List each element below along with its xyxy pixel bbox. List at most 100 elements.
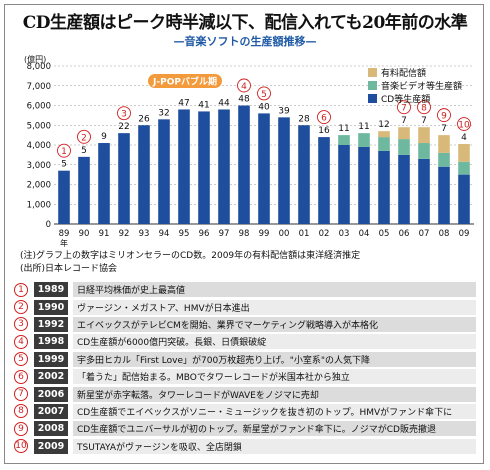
x-tick-label: 09 xyxy=(459,229,470,239)
bar-segment xyxy=(198,111,210,224)
event-row: 9 2008 CD生産額でユニバーサルが初のトップ。新星堂がファンド傘下に。ノジマが… xyxy=(14,421,476,437)
y-axis-label: (億円) xyxy=(24,54,46,64)
event-description: 宇多田ヒカル「First Love」が700万枚超売り上げ。"小室系"の人気下降 xyxy=(73,351,476,367)
event-description: CD生産額でユニバーサルが初のトップ。新星堂がファンド傘下に。ノジマがCD販売撤… xyxy=(73,421,476,437)
legend-label: 有料配信額 xyxy=(381,67,426,79)
bar-segment xyxy=(278,117,290,224)
event-number-circle: 8 xyxy=(14,404,28,419)
bar-segment xyxy=(218,109,230,224)
x-tick-label: 03 xyxy=(339,229,350,239)
million-seller-count-label: 22 xyxy=(118,122,129,132)
event-marker-circle xyxy=(57,143,71,158)
note-line: (注)グラフ上の数字はミリオンセラーのCD数。2009年の有料配信額は東洋経済推… xyxy=(20,251,361,261)
event-number-circle: 10 xyxy=(14,439,28,454)
x-tick-label: 00 xyxy=(279,229,290,239)
million-seller-count-label: 32 xyxy=(158,108,169,118)
event-marker-label: 9 xyxy=(441,112,447,122)
million-seller-count-label: 26 xyxy=(138,114,150,124)
million-seller-count-label: 5 xyxy=(61,160,67,170)
bar-segment xyxy=(418,127,430,144)
bar-segment xyxy=(298,125,310,224)
event-marker-circle xyxy=(257,86,271,101)
x-tick-label: 99 xyxy=(259,229,270,239)
x-tick-label: 91 xyxy=(99,229,110,239)
million-seller-count-label: 16 xyxy=(318,126,330,136)
event-number-circle: 5 xyxy=(14,352,28,367)
event-marker-circle xyxy=(317,110,331,125)
x-tick-label: 97 xyxy=(219,229,230,239)
event-marker-label: 1 xyxy=(61,147,67,157)
event-row: 3 1992 エイベックスがテレビCMを開始、業界でマーケティング戦略導入が本格化 xyxy=(14,316,476,332)
x-tick-label: 07 xyxy=(419,229,430,239)
bubble-period-label: J-POPバブル期 xyxy=(152,76,217,88)
x-tick-label: 06 xyxy=(399,229,410,239)
event-marker-label: 3 xyxy=(121,110,127,120)
event-description: 日経平均株価が史上最高値 xyxy=(73,282,476,298)
event-row: 4 1998 CD生産額が6000億円突破。長銀、日債銀破綻 xyxy=(14,334,476,350)
bar-segment xyxy=(398,154,410,224)
bubble-period-badge xyxy=(148,74,222,88)
source-line: (出所)日本レコード協会 xyxy=(20,264,118,274)
million-seller-count-label: 11 xyxy=(358,122,369,132)
x-tick-label: 93 xyxy=(139,229,150,239)
x-tick-label: 05 xyxy=(379,229,390,239)
bar-segment xyxy=(458,161,470,175)
event-year: 1999 xyxy=(34,351,68,367)
y-tick-label: 8,000 xyxy=(27,62,51,72)
bar-segment xyxy=(378,150,390,224)
x-tick-label: 08 xyxy=(439,229,450,239)
bar-chart: (億円) 0 1,000 2,000 3,000 4,000 5,000 6,000 7,000… xyxy=(24,54,474,248)
event-year: 2009 xyxy=(34,438,68,454)
event-marker-circle xyxy=(77,129,91,144)
million-seller-count-label: 5 xyxy=(81,146,87,156)
million-seller-count-label: 7 xyxy=(401,116,407,126)
million-seller-count-label: 7 xyxy=(441,124,447,134)
bar-segment xyxy=(58,170,70,224)
million-seller-count-label: 39 xyxy=(278,106,290,116)
event-number-circle: 9 xyxy=(14,421,28,436)
chart-subtitle: —音楽ソフトの生産額推移— xyxy=(173,35,317,48)
event-marker-circle xyxy=(237,78,251,93)
event-marker-circle xyxy=(417,100,431,115)
event-description: CD生産額でエイベックスがソニー・ミュージックを抜き初のトップ。HMVがファンド… xyxy=(73,403,476,419)
event-year: 2008 xyxy=(34,421,68,437)
event-marker-circle xyxy=(437,108,451,123)
bar-segment xyxy=(438,152,450,167)
bar-segment xyxy=(138,125,150,224)
y-tick-label: 2,000 xyxy=(27,181,51,191)
event-row: 1 1989 日経平均株価が史上最高値 xyxy=(14,282,476,298)
legend-swatch xyxy=(368,68,377,77)
event-description: CD生産額が6000億円突破。長銀、日債銀破綻 xyxy=(73,334,476,350)
x-tick-label: 95 xyxy=(179,229,190,239)
y-tick-label: 3,000 xyxy=(27,161,51,171)
bar-segment xyxy=(258,113,270,224)
event-number-circle: 1 xyxy=(14,282,28,297)
million-seller-count-label: 28 xyxy=(298,114,310,124)
bar-segment xyxy=(78,156,90,224)
event-number-circle: 2 xyxy=(14,300,28,315)
bar-segment xyxy=(238,105,250,224)
legend-label: CD等生産額 xyxy=(381,93,430,105)
bar-segment xyxy=(398,139,410,155)
y-tick-label: 7,000 xyxy=(27,82,51,92)
million-seller-count-label: 9 xyxy=(101,132,107,142)
bar-segment xyxy=(118,133,130,224)
legend-swatch xyxy=(368,94,377,103)
legend-swatch xyxy=(368,81,377,90)
million-seller-count-label: 12 xyxy=(378,120,389,130)
x-tick-label: 98 xyxy=(239,229,250,239)
x-tick-label: 01 xyxy=(299,229,310,239)
million-seller-count-label: 47 xyxy=(178,98,189,108)
y-tick-label: 5,000 xyxy=(27,121,51,131)
million-seller-count-label: 41 xyxy=(198,100,209,110)
event-year: 2002 xyxy=(34,369,68,385)
bar-segment xyxy=(178,109,190,224)
event-year: 1998 xyxy=(34,334,68,350)
million-seller-count-label: 4 xyxy=(461,133,467,143)
event-marker-circle xyxy=(397,100,411,115)
chart-title: CD生産額はピーク時半減以下、配信入れても20年前の水準 xyxy=(22,13,468,33)
event-row: 5 1999 宇多田ヒカル「First Love」が700万枚超売り上げ。"小室系"… xyxy=(14,351,476,367)
event-marker-label: 5 xyxy=(261,90,267,100)
y-tick-label: 0 xyxy=(46,220,51,230)
legend-label: 音楽ビデオ等生産額 xyxy=(381,80,462,92)
